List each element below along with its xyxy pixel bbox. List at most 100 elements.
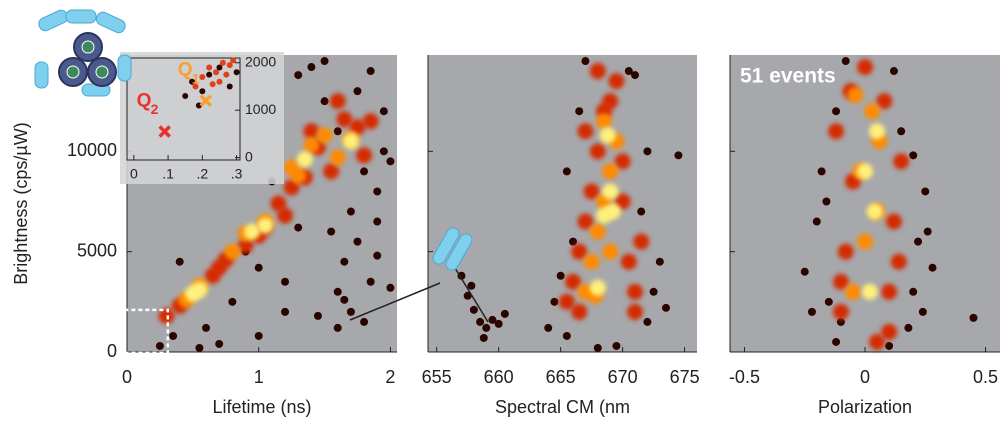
x-tick-label: 665 [546, 367, 576, 387]
point [303, 137, 320, 154]
point [211, 259, 228, 276]
point [488, 315, 497, 324]
point [320, 57, 329, 66]
point [216, 64, 223, 71]
point [362, 113, 379, 130]
point [589, 223, 606, 240]
point [195, 343, 204, 352]
cross-marker [199, 94, 212, 107]
x-tick-label: 655 [422, 367, 452, 387]
y-axis-label: Brightness (cps/µW) [11, 122, 31, 284]
point [889, 67, 898, 76]
point [565, 273, 582, 290]
point [281, 307, 290, 316]
point [373, 217, 382, 226]
point [479, 333, 488, 342]
point [655, 257, 664, 266]
point [571, 243, 588, 260]
x-tick-label: 0.5 [973, 367, 998, 387]
dimer-icon [349, 227, 489, 323]
point [569, 237, 578, 246]
point [599, 127, 616, 144]
x-tick-label: 1 [254, 367, 264, 387]
point [556, 271, 565, 280]
point [373, 251, 382, 260]
point [316, 127, 333, 144]
point [596, 113, 613, 130]
point [366, 277, 375, 286]
point [921, 187, 930, 196]
y-tick-label: 5000 [77, 240, 117, 260]
point [674, 151, 683, 160]
point [307, 63, 316, 72]
point [209, 81, 216, 88]
point [589, 143, 606, 160]
point [577, 123, 594, 140]
marker-label: Q [178, 60, 193, 81]
point [544, 323, 553, 332]
x-axis-label: Spectral CM (nm [495, 397, 630, 417]
point [202, 323, 211, 332]
point [923, 227, 932, 236]
point [230, 57, 237, 64]
point [643, 317, 652, 326]
point [832, 273, 849, 290]
point [277, 207, 294, 224]
point [861, 283, 878, 300]
point [822, 197, 831, 206]
point [620, 253, 637, 270]
point [864, 103, 881, 120]
point [608, 73, 625, 90]
point [158, 307, 175, 324]
point [893, 153, 910, 170]
point [494, 319, 503, 328]
x-tick-label: 0 [130, 166, 138, 182]
point [155, 341, 164, 350]
point [847, 87, 864, 104]
point [909, 151, 918, 160]
point [589, 279, 606, 296]
point [562, 331, 571, 340]
panel: -0.5 0 0.5 Polarization 51 events [729, 55, 1000, 417]
point [469, 305, 478, 314]
point [583, 253, 600, 270]
point [558, 293, 575, 310]
y-tick-label: 1000 [245, 101, 276, 117]
point [817, 167, 826, 176]
point [283, 179, 300, 196]
points [155, 57, 395, 352]
point [562, 167, 571, 176]
points [451, 57, 683, 352]
point [386, 283, 395, 292]
x-tick-label: 2 [385, 367, 395, 387]
point [189, 78, 196, 85]
x-axis-label: Polarization [818, 397, 912, 417]
point [637, 207, 646, 216]
point [881, 283, 898, 300]
point [356, 147, 373, 164]
point [206, 71, 213, 78]
point [215, 339, 224, 348]
point [857, 59, 873, 76]
point [237, 237, 254, 254]
point [918, 307, 927, 316]
point [577, 213, 594, 230]
point [812, 217, 821, 226]
x-tick-label: 0 [122, 367, 132, 387]
point [283, 159, 300, 176]
point [360, 167, 369, 176]
point [602, 163, 619, 180]
zoom-box [123, 308, 170, 355]
point [581, 57, 590, 66]
point [206, 64, 213, 71]
point [824, 297, 833, 306]
point [226, 83, 233, 90]
point [866, 203, 883, 220]
point [182, 92, 189, 99]
y-tick-label: 2000 [245, 53, 276, 69]
point [807, 307, 816, 316]
point [199, 73, 206, 80]
point [589, 63, 606, 80]
